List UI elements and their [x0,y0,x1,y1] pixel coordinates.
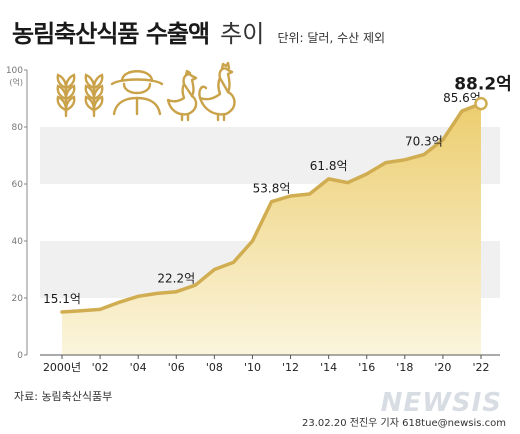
page-title: 농림축산식품 수출액 [12,20,210,48]
wheat-icon [56,73,104,118]
x-tick-label: '14 [320,361,337,374]
x-tick-label: '20 [434,361,451,374]
x-tick-label: '04 [130,361,147,374]
chicken-icon [166,61,236,122]
watermark-logo: NEWSIS [380,388,502,418]
farmer-icon [110,70,164,116]
credit-line: 23.02.20 전진우 기자 618tue@newsis.com [302,418,506,429]
page-title-suffix: 추이 [220,20,265,48]
end-point-marker [474,96,488,111]
data-label: 53.8억 [253,182,291,196]
y-tick-label: 40 [12,237,24,247]
y-axis: 0 20 40 60 80 100(억) [6,66,28,361]
y-tick-label: 100 [6,66,23,76]
data-label: 85.6억 [443,91,481,105]
icon-group [56,61,236,122]
data-label-highlight: 88.2억 [454,75,512,95]
x-tick-label: '12 [282,361,299,374]
x-tick-label: '16 [358,361,375,374]
source-note: 자료: 농림축산식품부 [14,390,113,403]
y-tick-label: 80 [12,123,24,133]
y-tick-label: 0 [17,351,23,361]
x-tick-label: 2000년 [43,361,81,374]
data-label: 61.8억 [310,159,348,173]
x-axis: 2000년 '02 '04 '06 '08 '10 '12 '14 '16 '18 '20 '22 [40,354,500,374]
y-unit-label: (억) [9,77,23,87]
data-label: 70.3억 [405,135,443,149]
x-tick-label: '06 [168,361,185,374]
area-fill [62,103,481,355]
y-tick-label: 60 [12,180,24,190]
x-tick-label: '18 [396,361,413,374]
x-tick-label: '22 [472,361,489,374]
x-tick-label: '08 [206,361,223,374]
data-label: 15.1억 [43,292,81,306]
y-tick-label: 20 [12,294,24,304]
data-label: 22.2억 [157,272,195,286]
series-line [60,101,483,314]
x-tick-label: '02 [92,361,109,374]
title-area: 농림축산식품 수출액 추이 단위: 달러, 수산 제외 [12,14,385,49]
unit-note: 단위: 달러, 수산 제외 [277,31,386,45]
x-tick-label: '10 [244,361,261,374]
